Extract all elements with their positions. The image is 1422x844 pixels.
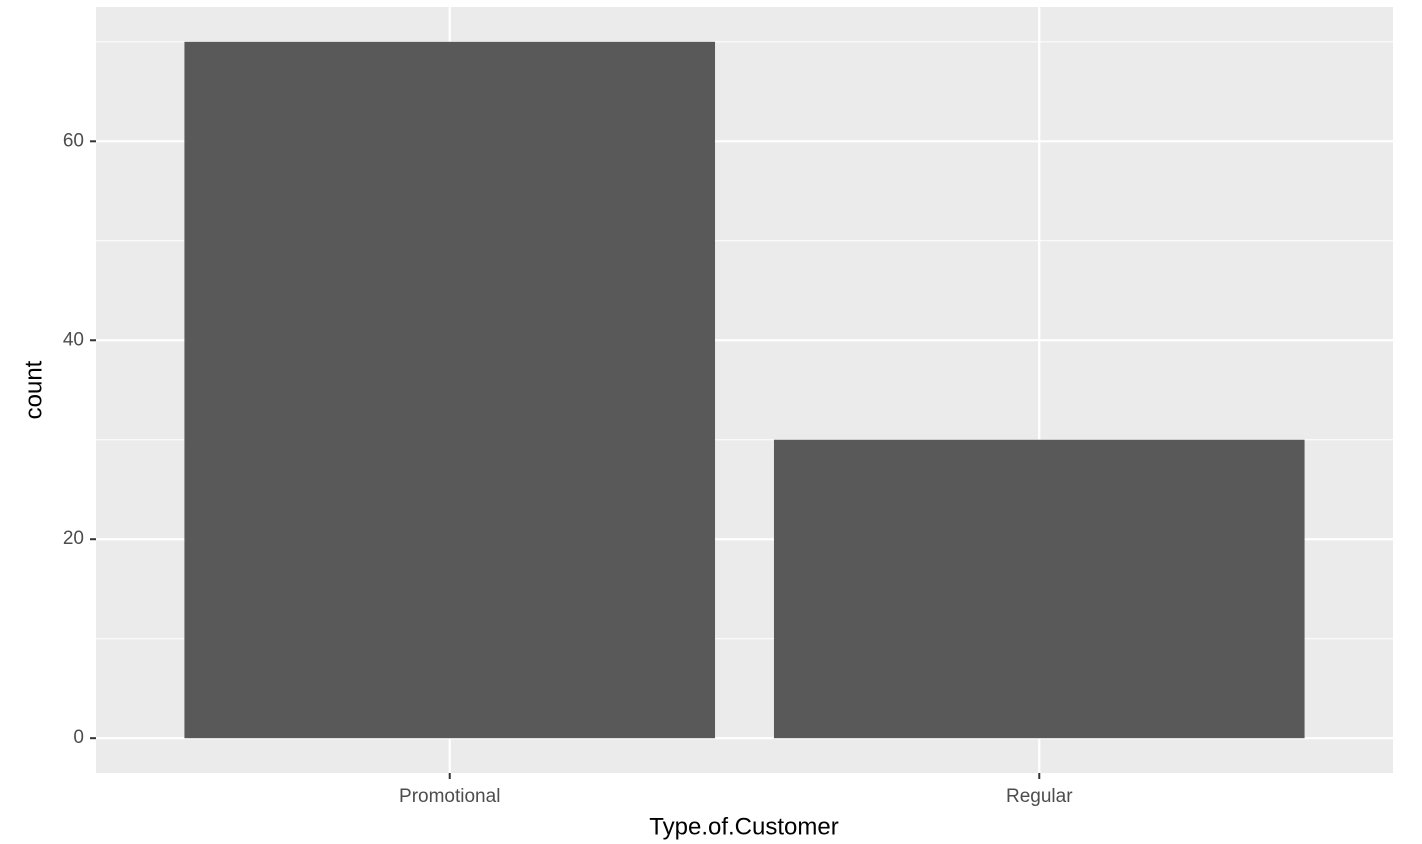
bar	[773, 439, 1305, 739]
y-tick-label: 20	[63, 528, 84, 549]
bar	[184, 41, 716, 739]
y-tick-label: 40	[63, 329, 84, 350]
y-tick-label: 0	[73, 727, 84, 748]
x-tick-label: Regular	[1006, 786, 1073, 807]
x-axis-title: Type.of.Customer	[649, 813, 838, 840]
y-axis-title: count	[20, 360, 47, 419]
y-tick-label: 60	[63, 130, 84, 151]
x-tick-label: Promotional	[399, 786, 500, 807]
